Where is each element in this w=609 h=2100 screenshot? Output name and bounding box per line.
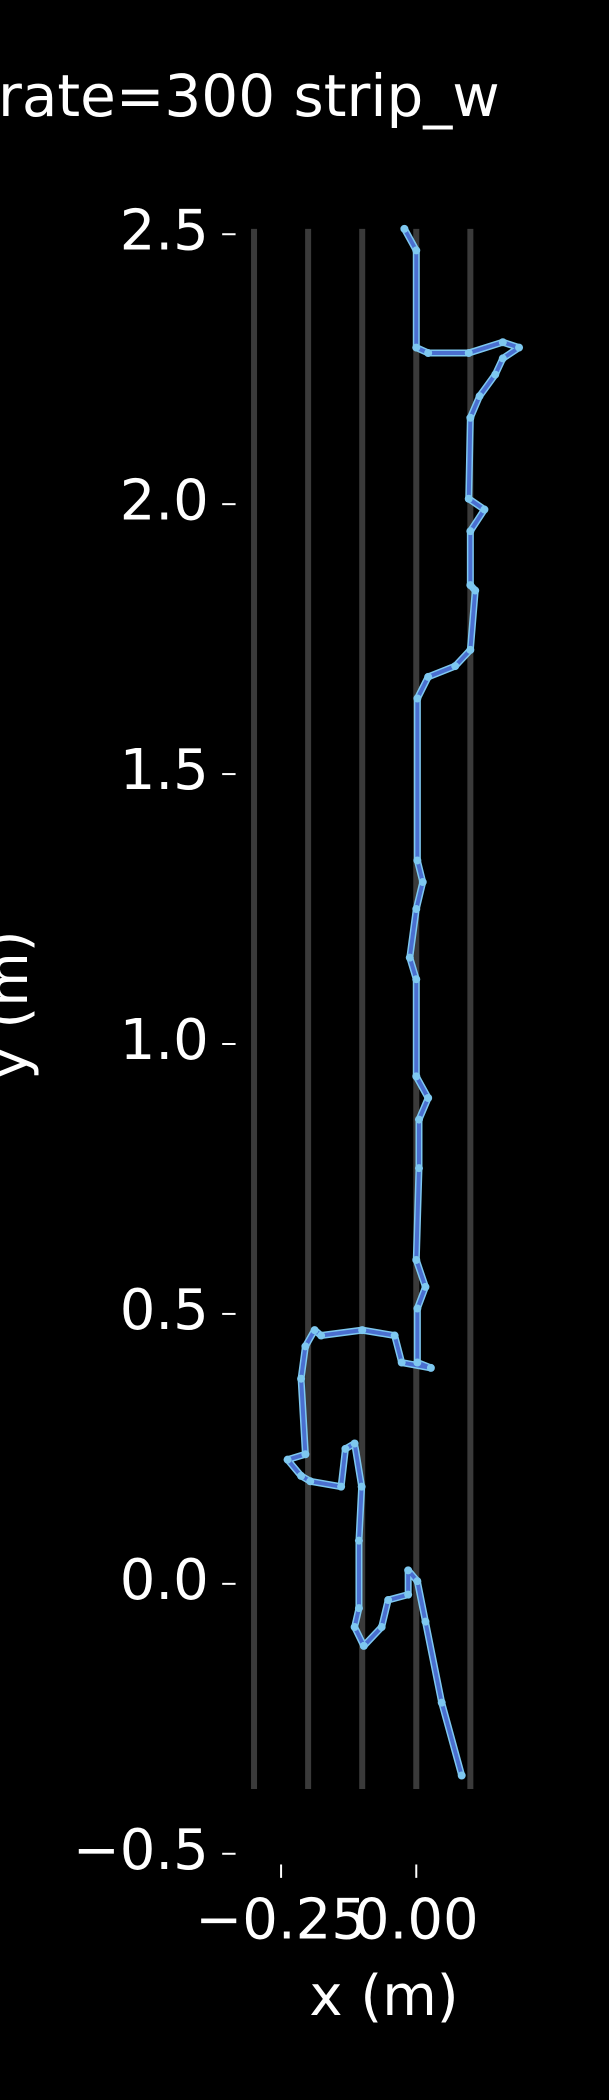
trajectory-point [404, 1566, 413, 1575]
trajectory-point [424, 348, 433, 357]
trajectory-point [424, 672, 433, 681]
trajectory-point [414, 1164, 423, 1173]
trajectory-point [466, 581, 475, 590]
trajectory-point [350, 1623, 359, 1632]
trajectory-point [404, 1590, 413, 1599]
trajectory-point [466, 413, 475, 422]
trajectory-point [412, 343, 421, 352]
x-tick-label: −0.25 [195, 1888, 367, 1953]
trajectory-point [301, 1342, 310, 1351]
trajectory-point [412, 1255, 421, 1264]
trajectory-point [337, 1482, 346, 1491]
trajectory-halo [284, 225, 523, 1779]
trajectory-point [400, 224, 409, 233]
trajectory-point [457, 1771, 466, 1780]
trajectory-point [413, 856, 422, 865]
x-axis-label: x (m) [309, 1964, 458, 2029]
trajectory-point [413, 694, 422, 703]
trajectory-point [515, 343, 524, 352]
trajectory-point [413, 1358, 422, 1367]
trajectory-point [464, 348, 473, 357]
x-tick-label: 0.00 [354, 1888, 479, 1953]
trajectory-point [498, 338, 507, 347]
trajectory-point [464, 494, 473, 503]
trajectory-point [297, 1471, 306, 1480]
trajectory-point [421, 1617, 430, 1626]
trajectory-point [317, 1331, 326, 1340]
trajectory-point [480, 505, 489, 514]
y-axis-label: y (m) [0, 930, 41, 1079]
y-tick-label: 2.5 [120, 198, 209, 263]
trajectory-point [283, 1455, 292, 1464]
trajectory-point [297, 1374, 306, 1383]
y-tick-label: −0.5 [73, 1818, 209, 1883]
trajectory-point [310, 1326, 319, 1335]
trajectory-point [390, 1331, 399, 1340]
trajectory-point [301, 1450, 310, 1459]
trajectory-point [413, 1577, 422, 1586]
chart-title: rate=300 strip_w [0, 62, 500, 130]
trajectory-point [414, 1115, 423, 1124]
y-tick-label: 1.5 [120, 738, 209, 803]
trajectory-point [413, 1304, 422, 1313]
trajectory-point [397, 1358, 406, 1367]
trajectory-point [437, 1698, 446, 1707]
trajectory-point [341, 1444, 350, 1453]
trajectory-point [475, 392, 484, 401]
trajectory-point [412, 975, 421, 984]
y-tick-label: 2.0 [120, 468, 209, 533]
trajectory-point [421, 1282, 430, 1291]
trajectory-point [357, 1482, 366, 1491]
trajectory-point [359, 1641, 368, 1650]
trajectory-point [358, 1326, 367, 1335]
trajectory-point [424, 1093, 433, 1102]
y-tick-label: 1.0 [120, 1008, 209, 1073]
trajectory-point [426, 1363, 435, 1372]
trajectory-point [354, 1536, 363, 1545]
trajectory-point [306, 1477, 315, 1486]
trajectory-point [471, 586, 480, 595]
trajectory-point [412, 905, 421, 914]
trajectory-point [498, 354, 507, 363]
y-tick-label: 0.5 [120, 1278, 209, 1343]
trajectory-point [466, 645, 475, 654]
trajectory-point [377, 1623, 386, 1632]
trajectory-point [354, 1604, 363, 1613]
trajectory-point [418, 878, 427, 887]
y-tick-label: 0.0 [120, 1548, 209, 1613]
trajectory-point [405, 953, 414, 962]
trajectory-point [466, 527, 475, 536]
trajectory-point [451, 662, 460, 671]
trajectory-line [285, 227, 522, 1777]
trajectory-point [350, 1439, 359, 1448]
trajectory-point [412, 1072, 421, 1081]
trajectory-point [491, 370, 500, 379]
trajectory-point [384, 1596, 393, 1605]
trajectory-point [412, 246, 421, 255]
